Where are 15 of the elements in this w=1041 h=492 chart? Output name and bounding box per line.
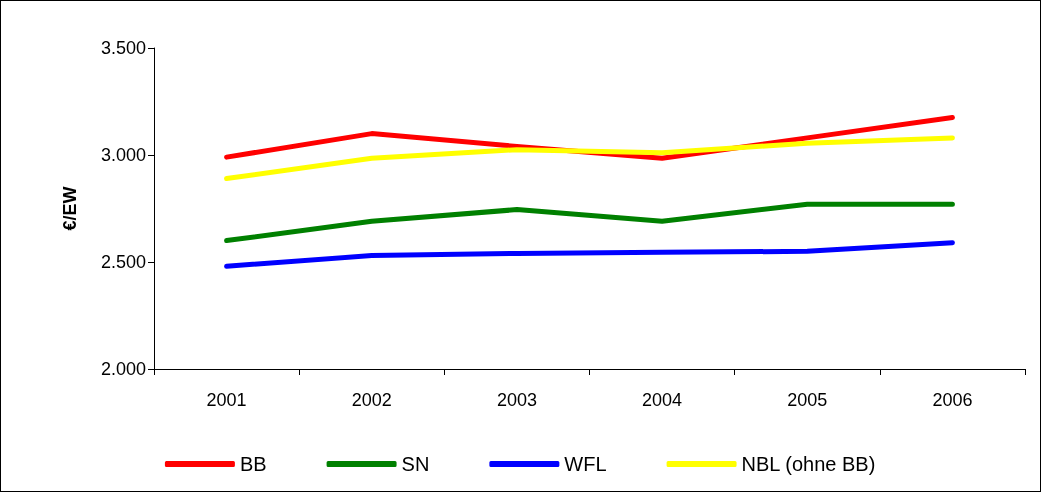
legend-label: WFL (564, 453, 607, 475)
x-tick-label: 2005 (787, 390, 828, 410)
x-tick-label: 2001 (206, 390, 247, 410)
y-tick-label: 2.500 (100, 252, 146, 272)
y-axis-title: €/EW (60, 186, 80, 231)
y-tick-label: 3.500 (100, 38, 146, 58)
x-tick-label: 2006 (932, 390, 973, 410)
y-tick-label: 3.000 (100, 145, 146, 165)
legend-label: SN (401, 453, 430, 475)
x-tick-label: 2004 (642, 390, 683, 410)
x-tick-label: 2003 (496, 390, 537, 410)
x-tick-label: 2002 (351, 390, 392, 410)
legend-label: BB (239, 453, 267, 475)
legend-label: NBL (ohne BB) (741, 453, 876, 475)
y-tick-label: 2.000 (100, 359, 146, 379)
